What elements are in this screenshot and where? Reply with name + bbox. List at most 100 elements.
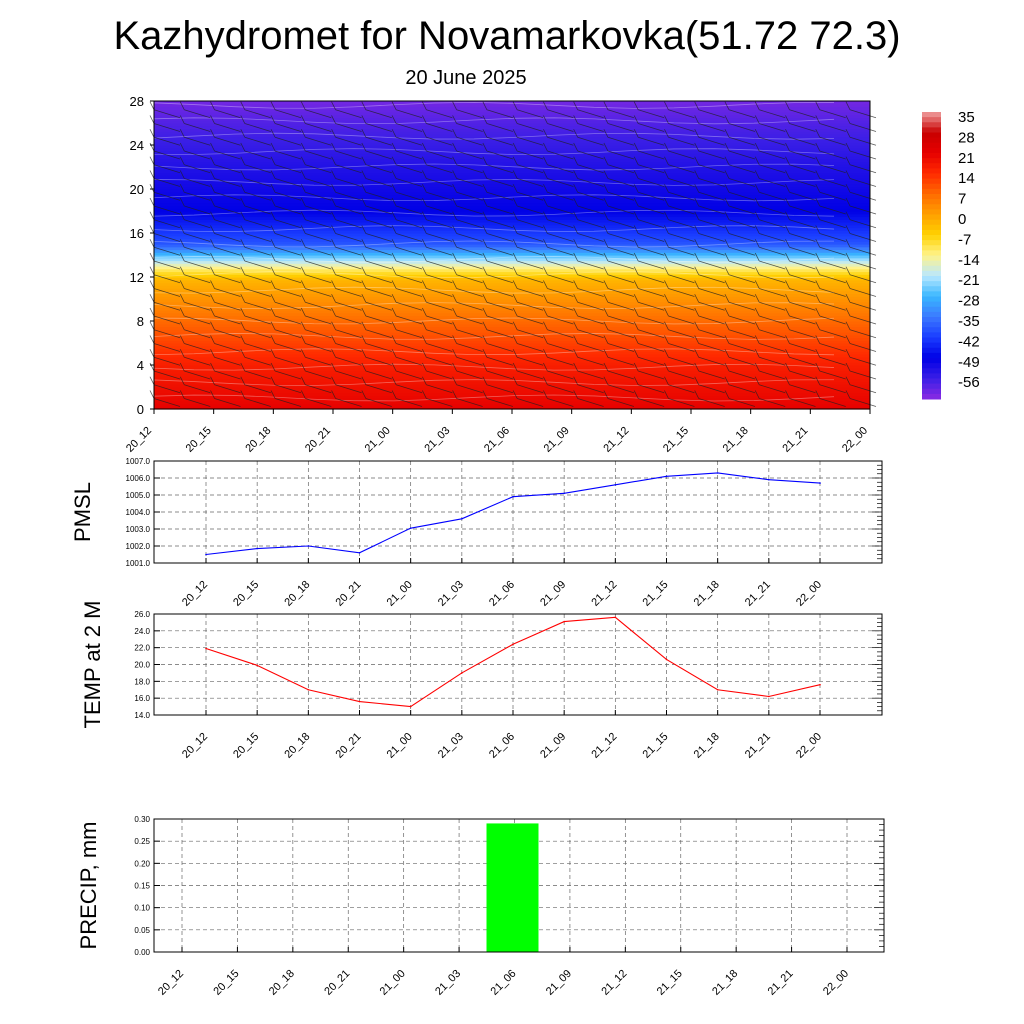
- wind-barb: [664, 307, 695, 325]
- heatmap-band: [154, 213, 870, 218]
- x-tick-label: 20_18: [282, 731, 312, 761]
- wind-barb: [361, 142, 392, 160]
- wind-barb: [845, 349, 877, 366]
- wind-barb: [543, 115, 574, 132]
- heatmap-band: [154, 139, 870, 143]
- wind-barb: [815, 390, 846, 407]
- wind-barb: [210, 294, 241, 311]
- wind-barb: [482, 335, 513, 352]
- wind-barb: [633, 321, 665, 339]
- wind-barb: [149, 129, 181, 146]
- data-point: [461, 672, 463, 674]
- y-tick-label: 22.0: [134, 644, 150, 653]
- data-point: [614, 616, 617, 619]
- heatmap-band: [154, 285, 870, 289]
- wind-barb: [845, 307, 877, 325]
- panel-temp: 14.0 16.0 18.0 20.0 22.0 24.0 26.0 20_12 20_15 20…: [80, 601, 883, 761]
- colorbar-swatch: [922, 296, 941, 303]
- wind-barb: [361, 101, 392, 119]
- wind-barb: [331, 211, 362, 229]
- colorbar-swatch: [922, 142, 941, 149]
- wind-barb: [482, 362, 513, 380]
- wind-barb: [300, 266, 332, 284]
- heatmap-band: [154, 370, 870, 374]
- contour-line: [153, 379, 835, 386]
- wind-barb: [664, 211, 695, 229]
- wind-barb: [845, 101, 877, 119]
- wind-barb: [724, 101, 756, 119]
- heatmap-band: [154, 200, 870, 204]
- wind-barb: [149, 390, 181, 407]
- wind-barb: [603, 211, 635, 229]
- wind-barb: [300, 307, 332, 325]
- wind-barb: [240, 156, 271, 174]
- wind-barb: [482, 321, 513, 339]
- heatmap-band: [154, 312, 870, 317]
- heatmap-band: [154, 172, 870, 176]
- wind-barb: [543, 307, 574, 325]
- x-tick-label: 21_18: [692, 579, 722, 609]
- wind-barb: [149, 101, 181, 119]
- wind-barb: [240, 170, 271, 187]
- wind-barb: [845, 170, 877, 187]
- heatmap-band: [154, 332, 870, 336]
- wind-barb: [179, 266, 211, 284]
- colorbar-swatch: [922, 317, 941, 323]
- chart-title: Kazhydromet for Novamarkovka(51.72 72.3): [113, 14, 901, 58]
- wind-barb: [815, 294, 846, 311]
- wind-barb: [210, 390, 241, 407]
- wind-barb: [149, 266, 181, 284]
- x-tick-label: 21_21: [743, 731, 773, 761]
- wind-barb: [633, 349, 665, 366]
- wind-barb: [452, 335, 483, 352]
- heatmap-band: [154, 310, 870, 314]
- wind-barb: [452, 280, 483, 297]
- wind-barb: [270, 225, 302, 242]
- heatmap-band: [154, 178, 870, 182]
- heatmap-band: [154, 161, 870, 165]
- heatmap-band: [154, 175, 870, 179]
- colorbar-label: -42: [958, 333, 980, 350]
- wind-barb: [664, 266, 695, 284]
- y-tick-label: 0.00: [134, 948, 150, 957]
- heatmap-band: [154, 389, 870, 394]
- wind-barb: [210, 156, 241, 174]
- wind-barb: [754, 280, 786, 297]
- colorbar-swatch: [922, 281, 941, 287]
- wind-barb: [391, 280, 423, 297]
- wind-barb: [210, 170, 241, 187]
- heatmap-band: [154, 169, 870, 174]
- wind-barb: [452, 307, 483, 325]
- heatmap-band: [154, 277, 870, 281]
- wind-barb: [845, 156, 877, 174]
- wind-barb: [845, 129, 877, 146]
- wind-barb: [452, 197, 483, 215]
- wind-barb: [270, 252, 302, 270]
- wind-barb: [543, 266, 574, 284]
- heatmap-band: [154, 158, 870, 163]
- y-tick-label: 26.0: [134, 610, 150, 619]
- wind-barb: [603, 294, 635, 311]
- wind-barb: [391, 225, 423, 242]
- colorbar-label: -14: [958, 252, 980, 269]
- wind-barb: [452, 115, 483, 132]
- wind-barb: [270, 390, 302, 407]
- heatmap-band: [154, 290, 870, 295]
- wind-barb: [331, 321, 362, 339]
- heatmap-band: [154, 109, 870, 113]
- colorbar-swatch: [922, 337, 941, 344]
- wind-barb: [573, 376, 604, 394]
- heatmap-band: [154, 348, 870, 352]
- wind-barb: [210, 211, 241, 229]
- wind-barb: [573, 184, 604, 201]
- wind-barb: [754, 115, 786, 132]
- wind-barb: [694, 225, 725, 242]
- heatmap-y-tick-label: 24: [130, 138, 144, 153]
- y-tick-label: 1001.0: [126, 559, 151, 568]
- wind-barb: [603, 142, 635, 160]
- data-point: [665, 658, 668, 661]
- x-tick-label: 20_21: [334, 579, 364, 609]
- wind-barb: [754, 349, 786, 366]
- wind-barb: [149, 280, 181, 297]
- wind-barb: [210, 321, 241, 339]
